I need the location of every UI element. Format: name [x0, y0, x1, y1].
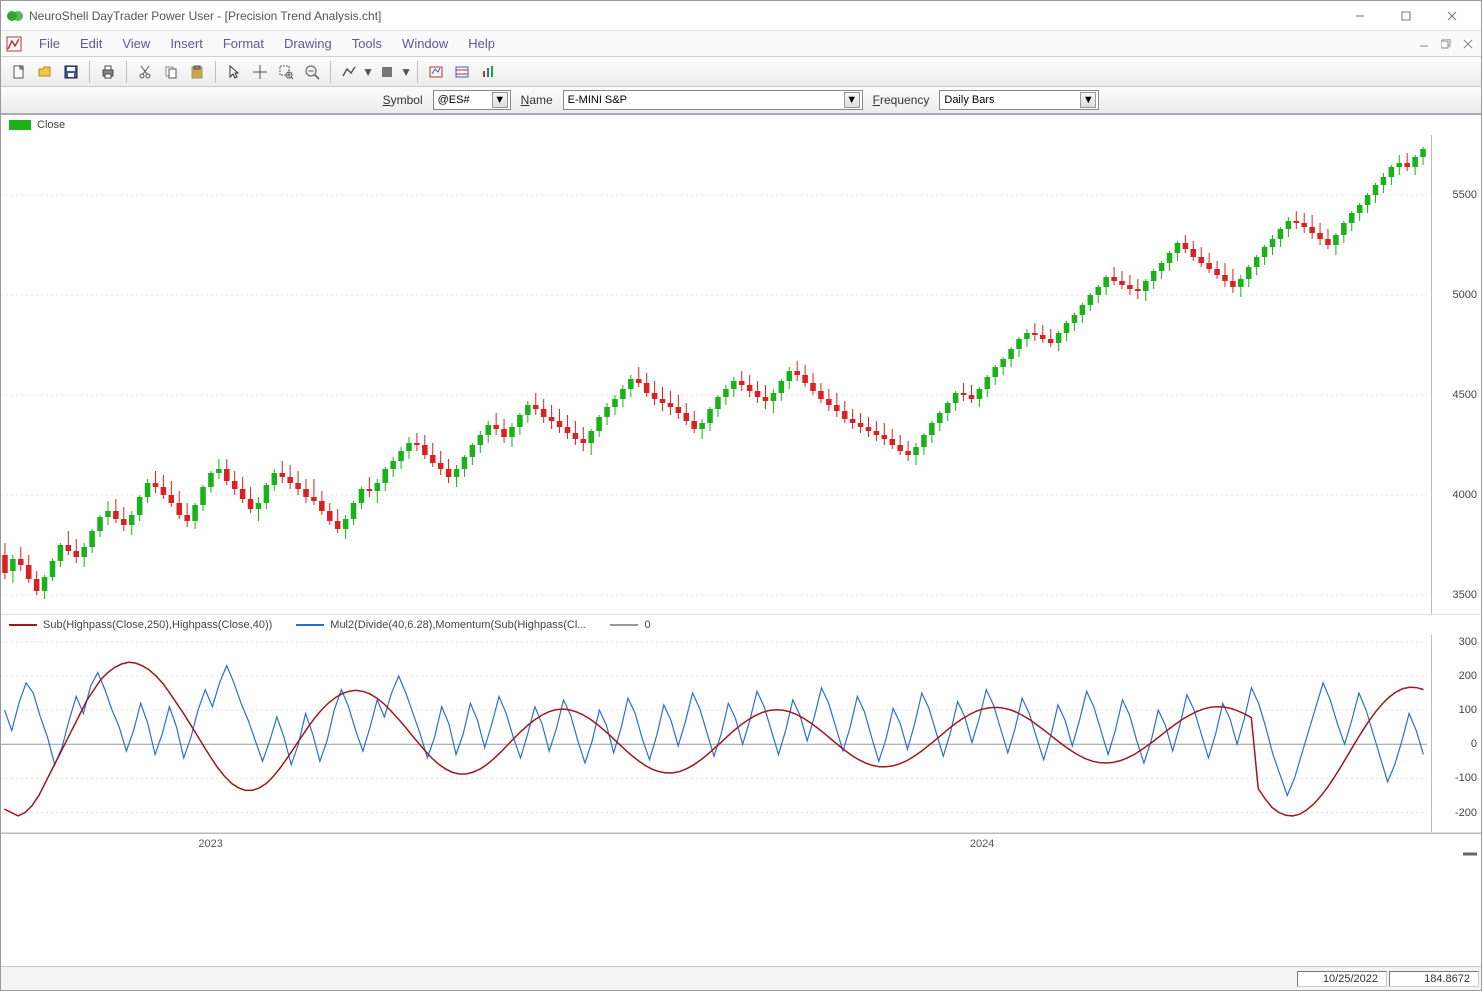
symbol-value: @ES# [438, 94, 470, 106]
paste-button[interactable] [185, 60, 209, 84]
name-label: Name [521, 93, 553, 107]
app-icon [7, 8, 23, 24]
new-button[interactable] [7, 60, 31, 84]
legend-line [610, 624, 638, 626]
close-button[interactable] [1429, 2, 1475, 30]
window-title: NeuroShell DayTrader Power User - [Preci… [29, 9, 1337, 23]
zoom-in-button[interactable] [274, 60, 298, 84]
menu-tools[interactable]: Tools [342, 32, 392, 55]
fill-dropdown[interactable]: ▼ [401, 65, 411, 79]
legend-label: 0 [644, 619, 650, 631]
menu-help[interactable]: Help [458, 32, 505, 55]
pointer-button[interactable] [222, 60, 246, 84]
legend-label: Sub(Highpass(Close,250),Highpass(Close,4… [43, 619, 272, 631]
statusbar: 10/25/2022 184.8672 [1, 966, 1481, 990]
y-tick: -100 [1455, 772, 1477, 784]
line-style-button[interactable] [337, 60, 361, 84]
price-legend: Close [1, 115, 1481, 135]
y-tick: -200 [1455, 807, 1477, 819]
price-chart-pane[interactable]: 3500 4000 4500 5000 5500 [1, 135, 1481, 615]
toolbar: ▼ ▼ [1, 57, 1481, 87]
dropdown-arrow-icon: ▼ [1080, 92, 1096, 108]
fill-button[interactable] [375, 60, 399, 84]
menu-window[interactable]: Window [392, 32, 458, 55]
tool-a-button[interactable] [424, 60, 448, 84]
y-tick: 200 [1459, 670, 1477, 682]
save-button[interactable] [59, 60, 83, 84]
legend-label: Mul2(Divide(40,6.28),Momentum(Sub(Highpa… [330, 619, 586, 631]
dropdown-arrow-icon: ▼ [844, 92, 860, 108]
y-tick: 5000 [1453, 289, 1477, 301]
minimize-button[interactable] [1337, 2, 1383, 30]
menubar: FileEditViewInsertFormatDrawingToolsWind… [1, 31, 1481, 57]
open-button[interactable] [33, 60, 57, 84]
legend-line [9, 624, 37, 626]
close-swatch [9, 120, 31, 130]
y-tick: 0 [1471, 738, 1477, 750]
y-tick: 100 [1459, 704, 1477, 716]
zoom-out-button[interactable] [300, 60, 324, 84]
x-tick: 2024 [970, 838, 994, 850]
pane-minimize-icon[interactable] [1461, 847, 1479, 861]
menu-format[interactable]: Format [213, 32, 274, 55]
menu-insert[interactable]: Insert [160, 32, 213, 55]
legend-line [296, 624, 324, 626]
close-legend-label: Close [37, 119, 65, 131]
copy-button[interactable] [159, 60, 183, 84]
mdi-close-button[interactable] [1458, 35, 1478, 53]
crosshair-button[interactable] [248, 60, 272, 84]
price-y-axis: 3500 4000 4500 5000 5500 [1431, 135, 1481, 614]
frequency-combo[interactable]: Daily Bars ▼ [939, 90, 1099, 110]
indicator-chart-pane[interactable]: -200 -100 0 100 200 300 [1, 635, 1481, 833]
tool-c-button[interactable] [476, 60, 500, 84]
chart-area: Close 3500 4000 4500 5000 5500 Sub(Highpass(… [1, 115, 1481, 966]
mdi-controls [1413, 35, 1479, 53]
cut-button[interactable] [133, 60, 157, 84]
frequency-value: Daily Bars [944, 94, 994, 106]
tool-b-button[interactable] [450, 60, 474, 84]
indicator-chart-svg [1, 635, 1481, 833]
param-bar: Symbol @ES# ▼ Name E-MINI S&P ▼ Frequenc… [1, 87, 1481, 115]
x-tick: 2023 [198, 838, 222, 850]
dropdown-arrow-icon: ▼ [492, 92, 508, 108]
y-tick: 300 [1459, 636, 1477, 648]
y-tick: 3500 [1453, 589, 1477, 601]
maximize-button[interactable] [1383, 2, 1429, 30]
menu-view[interactable]: View [112, 32, 160, 55]
y-tick: 4000 [1453, 489, 1477, 501]
name-combo[interactable]: E-MINI S&P ▼ [563, 90, 863, 110]
status-date: 10/25/2022 [1297, 971, 1387, 987]
mdi-restore-button[interactable] [1436, 35, 1456, 53]
titlebar: NeuroShell DayTrader Power User - [Preci… [1, 1, 1481, 31]
menu-edit[interactable]: Edit [70, 32, 112, 55]
y-tick: 5500 [1453, 189, 1477, 201]
app-window: NeuroShell DayTrader Power User - [Preci… [0, 0, 1482, 991]
print-button[interactable] [96, 60, 120, 84]
frequency-label: Frequency [873, 93, 930, 107]
time-axis: 2023 2024 [1, 833, 1481, 863]
symbol-combo[interactable]: @ES# ▼ [433, 90, 511, 110]
name-value: E-MINI S&P [568, 94, 627, 106]
indicator-legend: Sub(Highpass(Close,250),Highpass(Close,4… [1, 615, 1481, 635]
menu-file[interactable]: File [29, 32, 70, 55]
mdi-minimize-button[interactable] [1414, 35, 1434, 53]
status-value: 184.8672 [1389, 971, 1479, 987]
symbol-label: Symbol [383, 93, 423, 107]
app-menu-icon [5, 35, 23, 53]
line-style-dropdown[interactable]: ▼ [363, 65, 373, 79]
menu-drawing[interactable]: Drawing [274, 32, 342, 55]
indicator-y-axis: -200 -100 0 100 200 300 [1431, 635, 1481, 832]
price-chart-svg [1, 135, 1481, 615]
y-tick: 4500 [1453, 389, 1477, 401]
